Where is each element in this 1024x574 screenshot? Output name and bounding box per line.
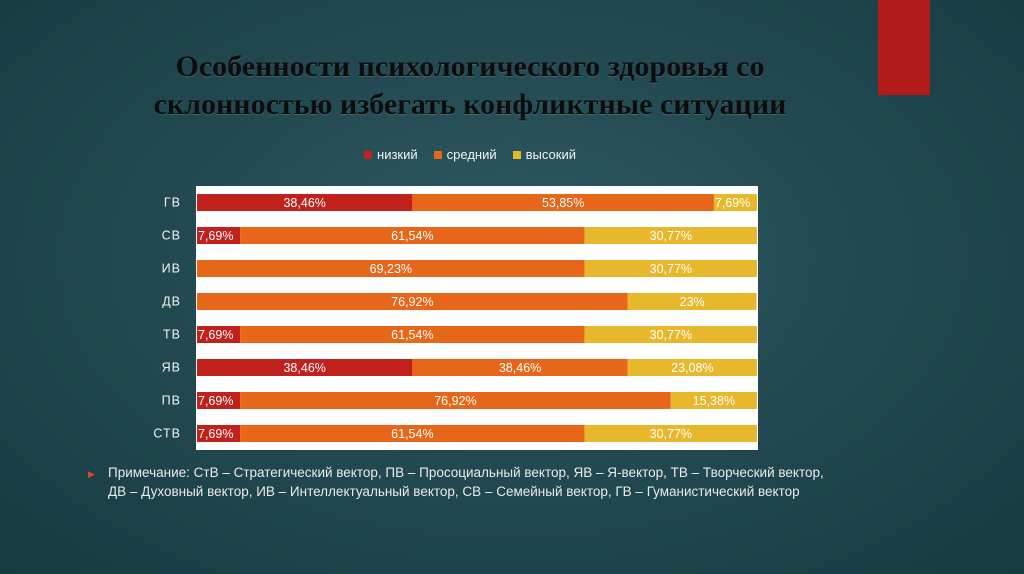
footnote-text: Примечание: СтВ – Стратегический вектор,… [108,465,824,499]
footnote: ▶ Примечание: СтВ – Стратегический векто… [88,463,828,501]
bar-segment-high [584,425,757,442]
legend-swatch-mid [433,150,442,159]
bar-segment-low [197,326,241,343]
bar-segment-high [584,326,757,343]
data-label: 23% [680,295,705,309]
plot-area [196,186,758,450]
data-label: 30,77% [650,427,692,441]
bar-segment-high [713,194,757,211]
data-label: 30,77% [650,229,692,243]
data-label: 69,23% [370,262,412,276]
data-label: 30,77% [650,262,692,276]
bar-segment-mid [240,326,585,343]
bar-segment-high [627,359,757,376]
bar-segment-mid [197,293,628,310]
bar-segment-high [584,227,757,244]
data-label: 61,54% [391,229,433,243]
category-label: ТВ [163,328,181,342]
bar-segment-high [627,293,757,310]
legend-item-mid: средний [433,147,497,162]
data-label: 7,69% [715,196,750,210]
data-label: 7,69% [198,427,233,441]
bar-segment-mid [197,260,585,277]
category-label: ЯВ [162,361,181,375]
data-label: 61,54% [391,328,433,342]
data-label: 61,54% [391,427,433,441]
bar-segment-high [670,392,757,409]
bar-segment-mid [240,392,671,409]
bar-segment-mid [240,227,585,244]
legend-label-high: высокий [525,147,576,162]
legend-swatch-low [364,150,373,159]
title-line-2: склонностью избегать конфликтные ситуаци… [153,88,787,121]
data-label: 7,69% [198,328,233,342]
bar-segment-low [197,359,413,376]
data-label: 30,77% [650,328,692,342]
bar-segment-mid [412,359,628,376]
legend-label-low: низкий [377,147,418,162]
legend-item-low: низкий [364,147,418,162]
data-label: 38,46% [283,361,325,375]
slide-title: Особенности психологического здоровья со… [90,48,850,124]
data-label: 7,69% [198,394,233,408]
data-label: 53,85% [542,196,584,210]
category-label: СВ [162,229,181,243]
category-label: СТВ [153,427,181,441]
bar-segment-low [197,194,413,211]
legend-label-mid: средний [446,147,497,162]
category-label: ГВ [164,196,181,210]
data-label: 38,46% [283,196,325,210]
bar-segment-low [197,227,241,244]
data-label: 15,38% [693,394,735,408]
legend-swatch-high [512,150,521,159]
category-label: ИВ [162,262,181,276]
bar-segment-mid [412,194,714,211]
category-label: ДВ [162,295,181,309]
legend-item-high: высокий [512,147,576,162]
bar-segment-mid [240,425,585,442]
data-label: 23,08% [671,361,713,375]
category-label: ПВ [162,394,181,408]
title-line-1: Особенности психологического здоровья со [175,50,765,83]
data-label: 38,46% [499,361,541,375]
data-label: 7,69% [198,229,233,243]
data-label: 76,92% [391,295,433,309]
chart-legend: низкий средний высокий [270,147,670,162]
bar-segment-high [584,260,757,277]
bar-segment-low [197,425,241,442]
bar-segment-low [197,392,241,409]
accent-band [878,0,930,95]
data-label: 76,92% [434,394,476,408]
triangle-right-icon: ▶ [88,469,95,479]
